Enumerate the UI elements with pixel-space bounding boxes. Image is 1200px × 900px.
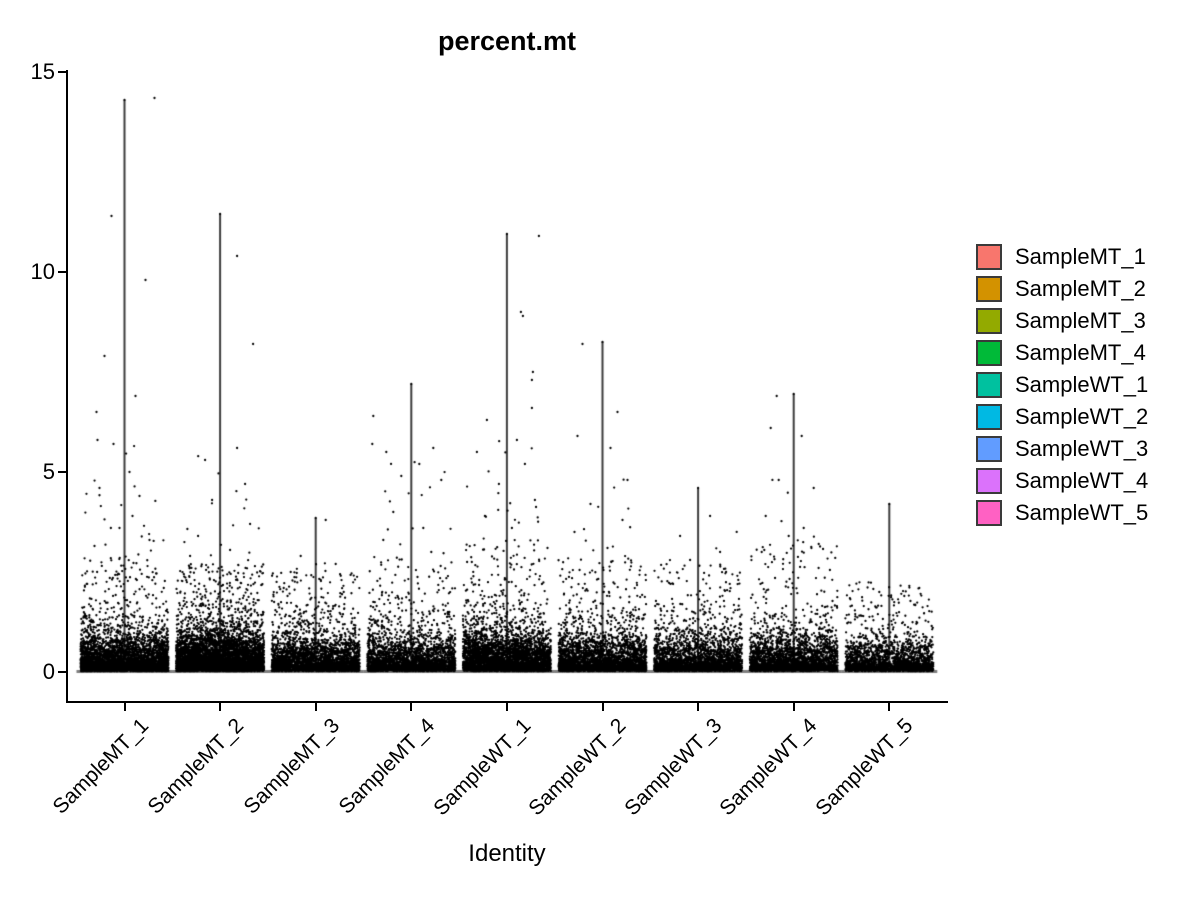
y-tick-label: 10 [30, 259, 55, 284]
legend: SampleMT_1 SampleMT_2 SampleMT_3 SampleMT_4… [976, 244, 1148, 532]
y-tick [58, 271, 66, 273]
legend-item: SampleMT_2 [976, 276, 1148, 302]
legend-label: SampleMT_1 [1015, 244, 1146, 269]
x-tick [314, 703, 317, 711]
legend-label: SampleWT_2 [1015, 404, 1149, 429]
legend-label: SampleMT_2 [1015, 276, 1146, 301]
x-tick [601, 703, 604, 711]
x-tick [697, 703, 700, 711]
legend-key-swatch [976, 500, 1002, 526]
legend-item: SampleWT_3 [976, 436, 1148, 462]
legend-key-swatch [976, 276, 1002, 302]
x-tick [123, 703, 126, 711]
y-tick [58, 71, 66, 73]
legend-item: SampleMT_3 [976, 308, 1148, 334]
legend-key-swatch [976, 244, 1002, 270]
legend-item: SampleMT_4 [976, 340, 1148, 366]
y-tick-label: 15 [30, 59, 55, 84]
y-tick [58, 471, 66, 473]
x-axis-title: Identity [468, 840, 546, 867]
legend-key-swatch [976, 404, 1002, 430]
legend-key-swatch [976, 372, 1002, 398]
legend-label: SampleWT_1 [1015, 372, 1149, 397]
legend-item: SampleWT_1 [976, 372, 1148, 398]
legend-label: SampleWT_3 [1015, 436, 1149, 461]
y-axis-line [66, 70, 68, 703]
legend-key-swatch [976, 308, 1002, 334]
x-tick [410, 703, 413, 711]
legend-key-swatch [976, 468, 1002, 494]
legend-key-swatch [976, 436, 1002, 462]
legend-item: SampleWT_4 [976, 468, 1148, 494]
y-tick [58, 671, 66, 673]
legend-item: SampleWT_2 [976, 404, 1148, 430]
x-axis-line [66, 701, 948, 703]
legend-item: SampleWT_5 [976, 500, 1148, 526]
x-tick [888, 703, 891, 711]
legend-label: SampleWT_4 [1015, 468, 1149, 493]
legend-label: SampleMT_3 [1015, 308, 1146, 333]
y-tick-label: 0 [42, 659, 55, 684]
x-tick [792, 703, 795, 711]
y-tick-label: 5 [42, 459, 55, 484]
legend-item: SampleMT_1 [976, 244, 1148, 270]
legend-label: SampleMT_4 [1015, 340, 1146, 365]
x-tick [219, 703, 222, 711]
legend-label: SampleWT_5 [1015, 500, 1149, 525]
x-tick [505, 703, 508, 711]
legend-key-swatch [976, 340, 1002, 366]
